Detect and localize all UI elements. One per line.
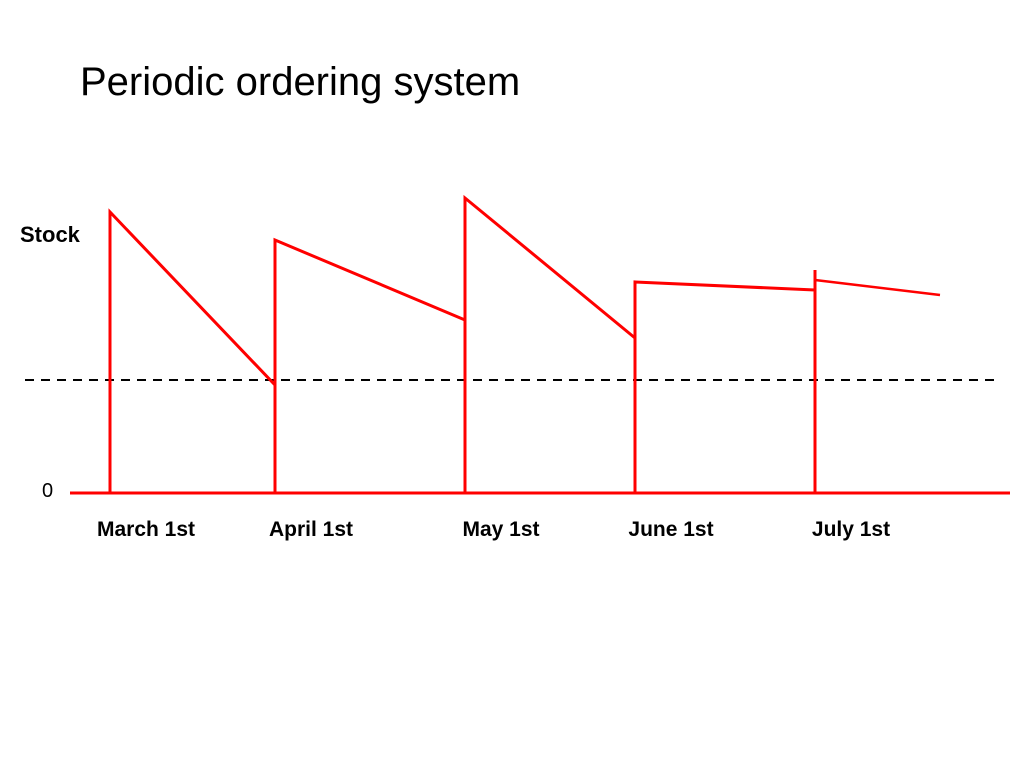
x-tick-label: April 1st	[269, 518, 353, 542]
x-tick-label: June 1st	[628, 518, 713, 542]
stock-chart	[70, 190, 1010, 510]
stock-line-tail	[815, 280, 940, 295]
page-title: Periodic ordering system	[80, 60, 520, 105]
stock-line	[110, 198, 815, 493]
zero-label: 0	[42, 480, 53, 503]
x-tick-label: May 1st	[462, 518, 539, 542]
x-tick-label: March 1st	[97, 518, 195, 542]
x-tick-label: July 1st	[812, 518, 890, 542]
